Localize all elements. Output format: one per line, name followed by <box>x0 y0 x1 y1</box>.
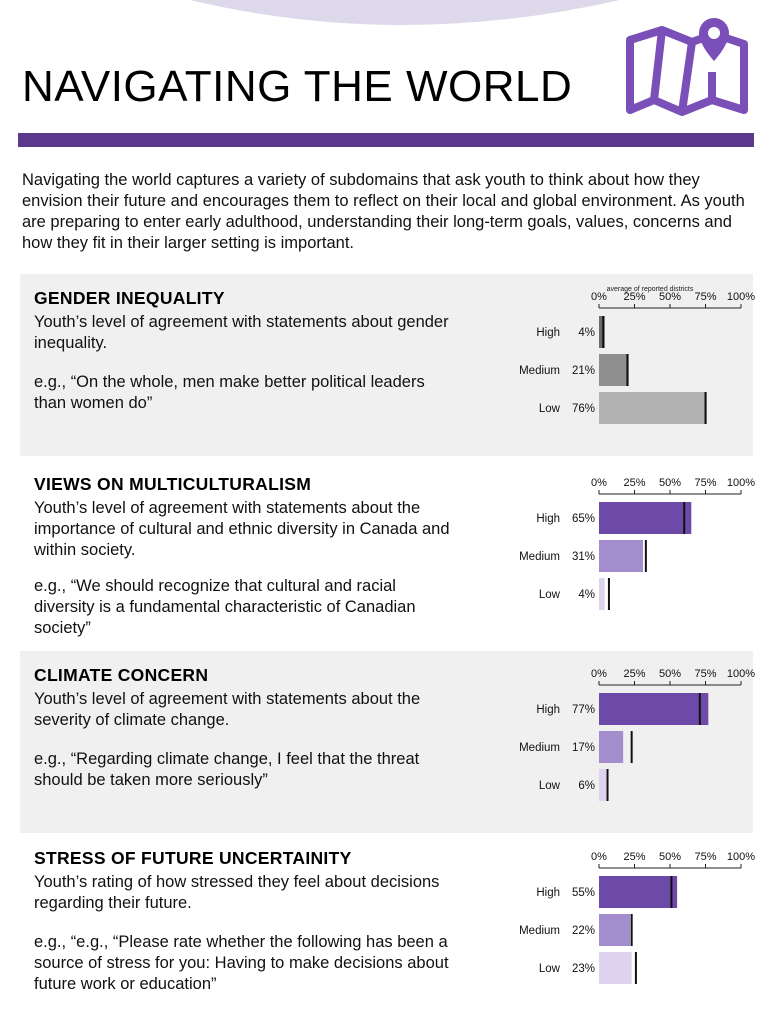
section-multiculturalism: VIEWS ON MULTICULTURALISM Youth’s level … <box>20 460 755 642</box>
header-arc-decoration <box>190 0 620 25</box>
category-label: Low <box>539 589 561 601</box>
section-example: e.g., “On the whole, men make better pol… <box>34 373 425 412</box>
x-tick-label: 50% <box>659 477 681 489</box>
category-label: Medium <box>519 365 560 377</box>
section-description: Youth’s rating of how stressed they feel… <box>34 873 440 912</box>
x-tick-label: 0% <box>591 668 607 680</box>
x-tick-label: 25% <box>623 477 645 489</box>
bar <box>599 354 629 386</box>
section-gender-inequality: GENDER INEQUALITY Youth’s level of agree… <box>20 274 755 456</box>
title-divider <box>18 133 754 147</box>
x-tick-label: 100% <box>727 291 755 303</box>
x-tick-label: 75% <box>694 851 716 863</box>
x-tick-label: 25% <box>623 291 645 303</box>
category-label: High <box>536 327 560 339</box>
bar <box>599 693 709 725</box>
bar <box>599 578 605 610</box>
x-tick-label: 0% <box>591 291 607 303</box>
category-label: High <box>536 704 560 716</box>
category-label: Medium <box>519 551 560 563</box>
section-title: VIEWS ON MULTICULTURALISM <box>34 474 312 494</box>
bar <box>599 316 605 348</box>
data-label: 55% <box>572 887 595 899</box>
page-title: NAVIGATING THE WORLD <box>22 62 573 111</box>
data-label: 77% <box>572 704 595 716</box>
data-label: 4% <box>578 589 595 601</box>
data-label: 22% <box>572 925 595 937</box>
section-title: STRESS OF FUTURE UNCERTAINITY <box>34 848 352 868</box>
bar-chart-multiculturalism: 0% 25% 50% 75% 100% High 65% Medium 31% Low 4% <box>519 477 755 610</box>
x-tick-label: 75% <box>694 668 716 680</box>
bar <box>599 914 631 946</box>
data-label: 21% <box>572 365 595 377</box>
data-label: 23% <box>572 963 595 975</box>
bar-chart-future-uncertainty-stress: 0% 25% 50% 75% 100% High 55% Medium 22% Low 23% <box>519 851 755 984</box>
bar <box>599 769 608 801</box>
bar <box>599 540 644 572</box>
category-label: Medium <box>519 925 560 937</box>
bar <box>599 731 624 763</box>
x-tick-label: 50% <box>659 291 681 303</box>
data-label: 65% <box>572 513 595 525</box>
data-label: 4% <box>578 327 595 339</box>
section-climate-concern: CLIMATE CONCERN Youth’s level of agreeme… <box>20 651 755 833</box>
section-description: Youth’s level of agreement with statemen… <box>34 499 450 559</box>
data-label: 31% <box>572 551 595 563</box>
x-tick-label: 0% <box>591 851 607 863</box>
x-tick-label: 75% <box>694 477 716 489</box>
bar <box>599 502 692 534</box>
bar <box>599 392 707 424</box>
data-label: 17% <box>572 742 595 754</box>
section-example: e.g., “e.g., “Please rate whether the fo… <box>34 933 449 993</box>
x-tick-label: 100% <box>727 477 755 489</box>
x-tick-label: 0% <box>591 477 607 489</box>
data-label: 76% <box>572 403 595 415</box>
section-description: Youth’s level of agreement with statemen… <box>34 313 449 352</box>
x-tick-label: 100% <box>727 851 755 863</box>
category-label: High <box>536 887 560 899</box>
intro-paragraph: Navigating the world captures a variety … <box>22 171 745 252</box>
map-pin-icon <box>626 18 748 116</box>
section-title: CLIMATE CONCERN <box>34 665 209 685</box>
x-tick-label: 50% <box>659 668 681 680</box>
x-tick-label: 25% <box>623 668 645 680</box>
x-tick-label: 100% <box>727 668 755 680</box>
bar <box>599 952 632 984</box>
section-description: Youth’s level of agreement with statemen… <box>34 690 421 729</box>
section-example: e.g., “Regarding climate change, I feel … <box>34 750 420 789</box>
category-label: High <box>536 513 560 525</box>
category-label: Low <box>539 403 561 415</box>
category-label: Low <box>539 963 561 975</box>
category-label: Medium <box>519 742 560 754</box>
bar <box>599 876 678 908</box>
section-example: e.g., “We should recognize that cultural… <box>34 577 416 637</box>
x-tick-label: 25% <box>623 851 645 863</box>
data-label: 6% <box>578 780 595 792</box>
section-future-uncertainty-stress: STRESS OF FUTURE UNCERTAINITY Youth’s ra… <box>20 834 755 1016</box>
bar-chart-climate-concern: 0% 25% 50% 75% 100% High 77% Medium 17% Low 6% <box>519 668 755 801</box>
chart-subtitle: average of reported districts <box>607 286 694 293</box>
section-title: GENDER INEQUALITY <box>34 288 225 308</box>
x-tick-label: 75% <box>694 291 716 303</box>
category-label: Low <box>539 780 561 792</box>
x-tick-label: 50% <box>659 851 681 863</box>
